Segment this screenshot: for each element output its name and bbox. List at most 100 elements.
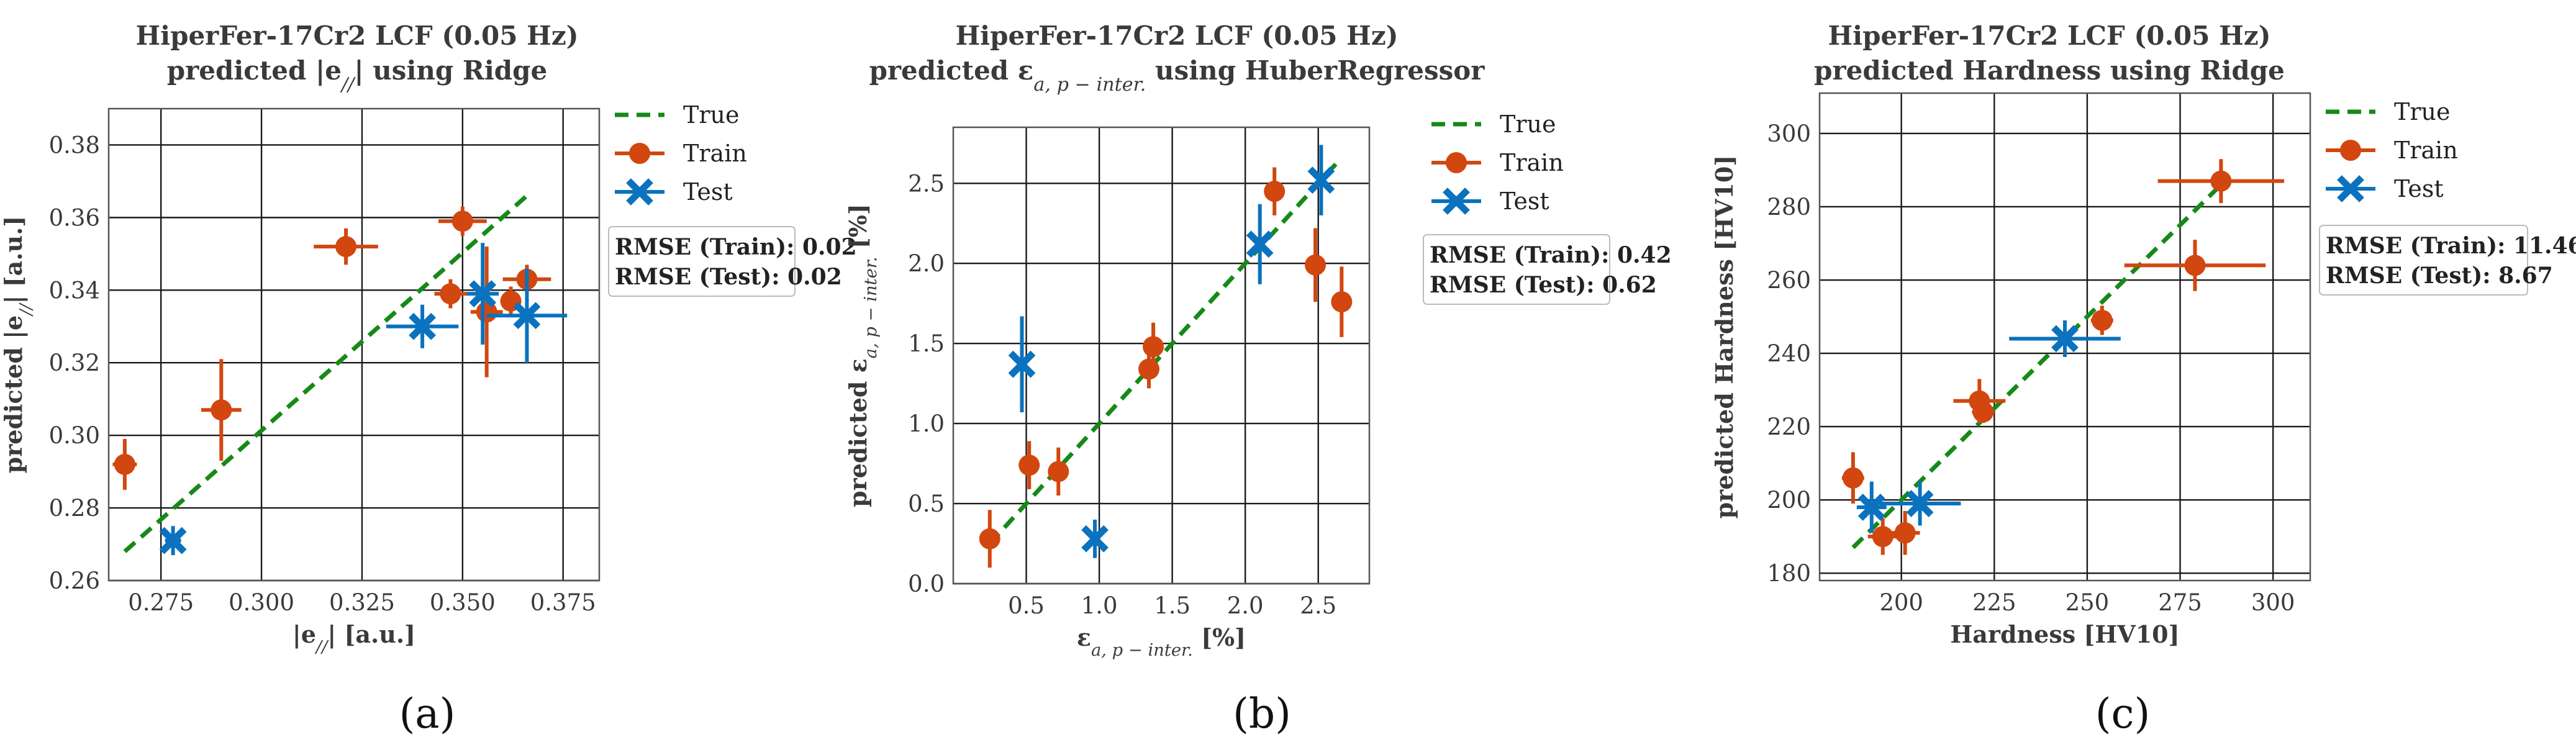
series-test xyxy=(159,243,568,556)
chart-subtitle-prefix: predicted ε xyxy=(869,55,1034,86)
y-tick-label: 0.26 xyxy=(49,567,100,594)
y-axis-label-suffix: [%] xyxy=(844,204,872,256)
test-marker-stroke-b xyxy=(1081,525,1109,553)
x-axis-label-prefix: |e xyxy=(293,620,316,648)
x-axis-label: εa, p − inter. [%] xyxy=(1077,623,1246,660)
rmse-box: RMSE (Train): 0.42 RMSE (Test): 0.62 xyxy=(1423,234,1672,305)
y-tick-label: 1.0 xyxy=(908,410,945,437)
rmse-test-text: RMSE (Test): 8.67 xyxy=(2326,263,2553,289)
plot-area xyxy=(109,109,599,581)
rmse-train-text: RMSE (Train): 0.02 xyxy=(615,234,857,260)
train-marker xyxy=(1331,291,1353,313)
y-tick-label: 0.32 xyxy=(49,350,100,376)
panel-label: (c) xyxy=(2095,690,2150,738)
true-line xyxy=(123,190,533,553)
test-marker-stroke-b xyxy=(1008,350,1036,378)
train-point xyxy=(1331,266,1353,337)
test-marker-stroke-b xyxy=(1857,494,1885,521)
x-axis-label-suffix: | [a.u.] xyxy=(327,620,415,648)
train-marker xyxy=(335,236,357,258)
y-tick-label: 0.38 xyxy=(49,132,100,158)
rmse-test-text: RMSE (Test): 0.62 xyxy=(1430,272,1657,298)
train-marker xyxy=(2184,255,2206,276)
test-marker-stroke-b xyxy=(1906,490,1934,517)
y-axis-label-sub: a, p − inter. xyxy=(861,256,881,358)
rmse-box: RMSE (Train): 11.46 RMSE (Test): 8.67 xyxy=(2319,225,2576,296)
true-line xyxy=(1851,179,2226,549)
plot-frame xyxy=(1818,92,2311,582)
plot-frame xyxy=(952,126,1371,585)
x-axis-label: |e//| [a.u.] xyxy=(293,620,415,657)
chart-panel-3: 200 225 250 275 300 180 200 220 240 260 280 300 Hipe… xyxy=(1710,20,2576,738)
train-marker xyxy=(1842,467,1864,489)
y-tick-label: 0.5 xyxy=(908,491,945,517)
train-point xyxy=(112,439,137,490)
legend: True Train Test xyxy=(2326,98,2458,202)
train-marker xyxy=(2091,309,2113,331)
y-tick-label: 2.0 xyxy=(908,250,945,277)
train-point xyxy=(2157,159,2285,204)
y-axis-label-prefix: predicted Hardness [HV10] xyxy=(1710,155,1738,519)
train-marker xyxy=(114,453,135,475)
chart-subtitle: predicted εa, p − inter. using HuberRegr… xyxy=(869,55,1485,96)
chart-subtitle-prefix: predicted Hardness using Ridge xyxy=(1814,55,2285,86)
series-test xyxy=(1008,145,1335,558)
chart-subtitle: predicted |e//| using Ridge xyxy=(167,55,548,96)
rmse-test-text: RMSE (Test): 0.02 xyxy=(615,264,842,290)
x-tick-label: 275 xyxy=(2158,589,2202,616)
x-tick-label: 0.350 xyxy=(430,589,496,616)
test-point xyxy=(1246,204,1274,284)
train-marker xyxy=(440,283,461,305)
train-point xyxy=(1143,322,1164,371)
y-tick-label: 0.30 xyxy=(49,422,100,449)
x-axis-label-prefix: ε xyxy=(1077,623,1091,651)
y-axis-label: predicted εa, p − inter. [%] xyxy=(844,204,881,507)
chart-title: HiperFer-17Cr2 LCF (0.05 Hz) xyxy=(955,20,1398,51)
x-tick-label: 0.375 xyxy=(530,589,596,616)
legend-train-swatch-marker xyxy=(2340,140,2361,161)
x-tick-label: 2.5 xyxy=(1300,592,1336,619)
train-marker xyxy=(211,399,232,421)
y-axis-label-prefix: predicted ε xyxy=(844,358,872,507)
test-point xyxy=(386,304,459,348)
train-point xyxy=(2090,305,2113,335)
y-tick-label: 1.5 xyxy=(908,330,945,357)
train-point xyxy=(1048,447,1069,496)
rmse-train-text: RMSE (Train): 0.42 xyxy=(1430,242,1672,268)
x-tick-label: 0.5 xyxy=(1008,592,1045,619)
test-marker-stroke-b xyxy=(1307,166,1335,194)
train-point xyxy=(1305,228,1327,302)
train-marker xyxy=(1305,254,1327,276)
y-tick-label: 260 xyxy=(1767,267,1811,294)
train-point xyxy=(1841,452,1864,504)
rmse-box-frame xyxy=(608,226,796,297)
train-marker xyxy=(1143,336,1164,358)
chart-subtitle-suffix: | using Ridge xyxy=(354,55,547,86)
plot-frame xyxy=(107,107,601,582)
legend: True Train Test xyxy=(615,101,747,206)
legend: True Train Test xyxy=(1431,111,1564,215)
legend-train-swatch-marker xyxy=(629,143,650,164)
test-marker-stroke-b xyxy=(1246,230,1274,258)
x-axis-label-prefix: Hardness [HV10] xyxy=(1950,620,2179,648)
test-marker-stroke-b xyxy=(409,312,436,340)
legend-label: Test xyxy=(683,178,733,206)
chart-subtitle-suffix: using HuberRegressor xyxy=(1146,55,1485,86)
test-point xyxy=(486,268,568,363)
y-tick-label: 240 xyxy=(1767,340,1811,367)
test-point xyxy=(1879,481,1961,526)
legend-label: Train xyxy=(1500,149,1564,176)
legend-train-swatch-marker xyxy=(1446,152,1467,173)
train-point xyxy=(2124,240,2266,291)
train-point xyxy=(1890,510,1920,555)
x-tick-label: 0.300 xyxy=(229,589,294,616)
train-marker xyxy=(1872,526,1893,548)
train-point xyxy=(438,206,487,236)
x-tick-label: 0.275 xyxy=(128,589,194,616)
x-axis-label-sub: a, p − inter. xyxy=(1091,641,1193,660)
rmse-box-frame xyxy=(1423,234,1610,305)
train-point xyxy=(1018,441,1040,489)
train-point xyxy=(1972,400,1995,423)
x-tick-label: 225 xyxy=(1972,589,2016,616)
test-point xyxy=(1081,519,1109,558)
